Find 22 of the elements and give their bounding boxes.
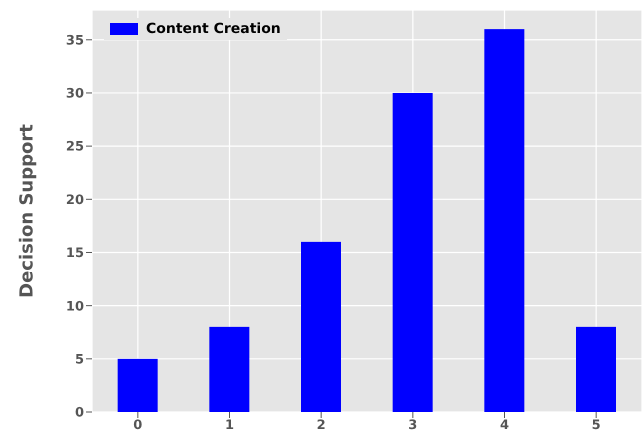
- x-tick-label: 2: [316, 418, 326, 434]
- legend-label: Content Creation: [146, 21, 281, 37]
- y-axis-title: Decision Support: [16, 124, 38, 298]
- y-tick-label: 20: [66, 192, 84, 208]
- y-tick-label: 0: [74, 406, 84, 421]
- y-tick-label: 5: [74, 352, 84, 368]
- y-tick-label: 30: [66, 86, 84, 102]
- bar: [392, 92, 433, 412]
- bar: [484, 29, 524, 412]
- bar: [209, 326, 250, 412]
- x-tick-label: 0: [133, 418, 142, 434]
- y-tick-label: 10: [66, 299, 84, 314]
- y-tick-label: 15: [66, 246, 84, 262]
- y-tick-label: 35: [66, 33, 84, 48]
- x-tick-label: 1: [224, 418, 234, 434]
- x-tick-label: 5: [592, 418, 601, 434]
- y-tick-label: 25: [66, 140, 84, 155]
- bar: [301, 242, 341, 412]
- bar: [118, 358, 158, 412]
- bar: [576, 326, 616, 412]
- x-tick-label: 4: [500, 418, 510, 434]
- x-tick-label: 3: [408, 418, 418, 434]
